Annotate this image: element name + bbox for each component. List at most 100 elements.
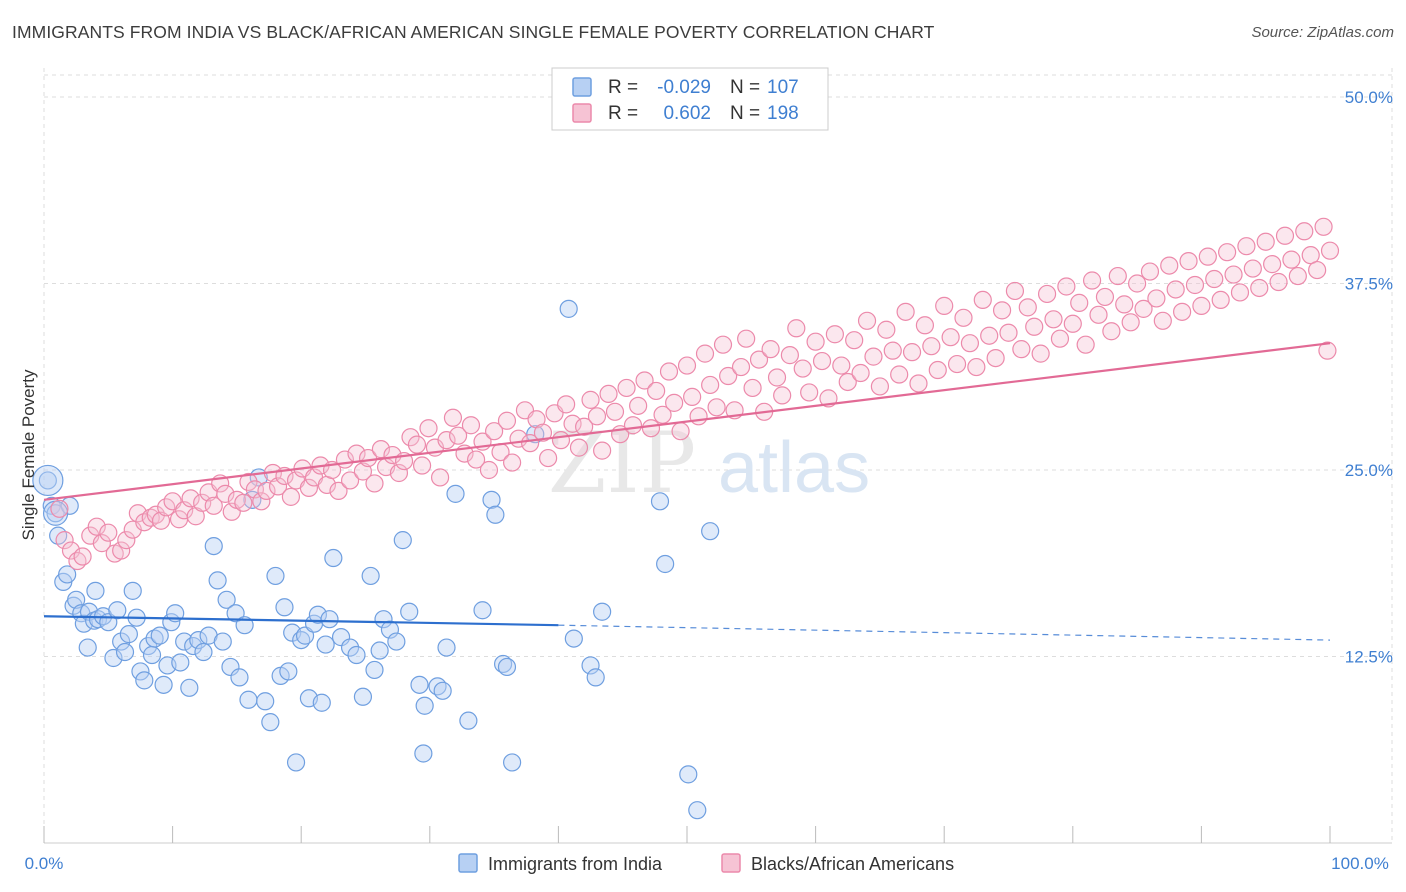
india-point-80 <box>393 531 412 550</box>
india-point-77 <box>374 610 393 629</box>
black-point-70 <box>466 450 486 469</box>
india-point-75 <box>365 660 384 680</box>
india-point-72 <box>347 645 366 665</box>
india-point-81 <box>400 602 419 621</box>
black-point-178 <box>1140 262 1160 281</box>
india-point-29 <box>145 629 164 648</box>
black-point-170 <box>1089 305 1108 324</box>
black-point-127 <box>812 351 832 371</box>
india-point-42 <box>204 536 223 556</box>
black-point-181 <box>1160 256 1179 275</box>
black-point-187 <box>1198 247 1217 266</box>
black-point-133 <box>851 363 870 383</box>
black-point-151 <box>967 357 986 377</box>
black-point-60 <box>407 435 427 454</box>
india-point-70 <box>331 628 351 647</box>
black-point-132 <box>845 331 864 350</box>
india-point-69 <box>324 548 343 568</box>
black-point-146 <box>935 296 954 315</box>
black-point-32 <box>239 472 258 492</box>
black-point-76 <box>503 453 522 472</box>
black-point-109 <box>701 375 720 395</box>
india-point-8 <box>67 590 86 609</box>
black-point-149 <box>954 308 973 327</box>
black-point-166 <box>1063 314 1082 333</box>
black-point-92 <box>599 384 618 404</box>
watermark: ZIP atlas <box>548 414 870 512</box>
india-point-97 <box>559 299 578 318</box>
india-point-89 <box>459 711 478 730</box>
trend-lines <box>43 342 1331 641</box>
chart-source: Source: ZipAtlas.com <box>1251 24 1394 41</box>
y-tick-labels: 12.5% 25.0% 37.5% 50.0% <box>1345 88 1393 667</box>
black-point-102 <box>659 362 679 381</box>
x-tick-label-100: 100.0% <box>1331 854 1389 873</box>
black-point-144 <box>922 337 941 356</box>
black-point-174 <box>1115 295 1134 314</box>
india-point-26 <box>135 671 154 690</box>
black-point-197 <box>1263 255 1282 274</box>
black-point-26 <box>204 496 223 515</box>
black-trend-line <box>43 342 1331 501</box>
black-point-168 <box>1076 335 1095 354</box>
black-point-86 <box>563 414 582 433</box>
india-point-71 <box>340 638 360 657</box>
black-point-175 <box>1121 313 1140 332</box>
black-point-8 <box>99 523 118 542</box>
india-point-86 <box>433 681 452 700</box>
india-point-6 <box>58 565 77 584</box>
india-point-55 <box>266 566 285 586</box>
black-point-194 <box>1243 259 1262 278</box>
black-point-195 <box>1250 278 1269 298</box>
legend-r-label-blue: R = <box>608 77 638 98</box>
black-point-180 <box>1153 311 1172 330</box>
black-point-112 <box>719 366 738 386</box>
india-point-91 <box>482 490 501 509</box>
india-point-39 <box>189 630 208 650</box>
black-point-164 <box>1050 329 1070 348</box>
black-point-198 <box>1269 272 1288 292</box>
black-point-98 <box>635 371 654 390</box>
black-point-111 <box>713 335 733 354</box>
black-point-123 <box>787 319 806 338</box>
black-point-2 <box>61 541 81 560</box>
india-point-57 <box>275 598 294 617</box>
india-point-105 <box>688 801 707 820</box>
black-point-128 <box>819 389 838 408</box>
black-point-73 <box>485 422 504 441</box>
black-point-22 <box>181 489 200 508</box>
black-point-152 <box>973 290 992 310</box>
india-point-103 <box>656 554 675 574</box>
india-point-104 <box>679 765 698 784</box>
black-point-124 <box>793 359 812 378</box>
india-point-35 <box>171 653 190 672</box>
black-point-138 <box>883 341 902 360</box>
india-point-28 <box>142 645 162 665</box>
black-point-87 <box>569 438 589 457</box>
black-point-189 <box>1211 290 1230 310</box>
black-point-137 <box>877 320 896 339</box>
india-point-99 <box>581 656 600 675</box>
grid-layer <box>43 68 1393 843</box>
india-point-106 <box>701 522 720 541</box>
india-point-37 <box>180 678 199 697</box>
bottom-legend-label-blue: Immigrants from India <box>488 854 663 874</box>
black-point-143 <box>915 316 935 335</box>
black-point-95 <box>617 378 636 398</box>
india-point-10 <box>74 614 93 633</box>
black-point-28 <box>216 484 235 503</box>
black-point-82 <box>539 448 558 468</box>
black-point-134 <box>857 311 877 330</box>
series-black-points <box>50 217 1340 571</box>
black-point-99 <box>641 419 661 438</box>
black-point-150 <box>960 334 980 353</box>
india-point-0 <box>38 471 57 490</box>
black-point-11 <box>117 531 136 550</box>
black-point-31 <box>234 493 253 512</box>
black-point-84 <box>551 431 571 450</box>
india-point-21 <box>115 642 135 662</box>
black-point-161 <box>1031 344 1050 363</box>
black-point-130 <box>832 356 851 375</box>
black-point-145 <box>928 360 947 380</box>
black-point-185 <box>1185 275 1205 295</box>
